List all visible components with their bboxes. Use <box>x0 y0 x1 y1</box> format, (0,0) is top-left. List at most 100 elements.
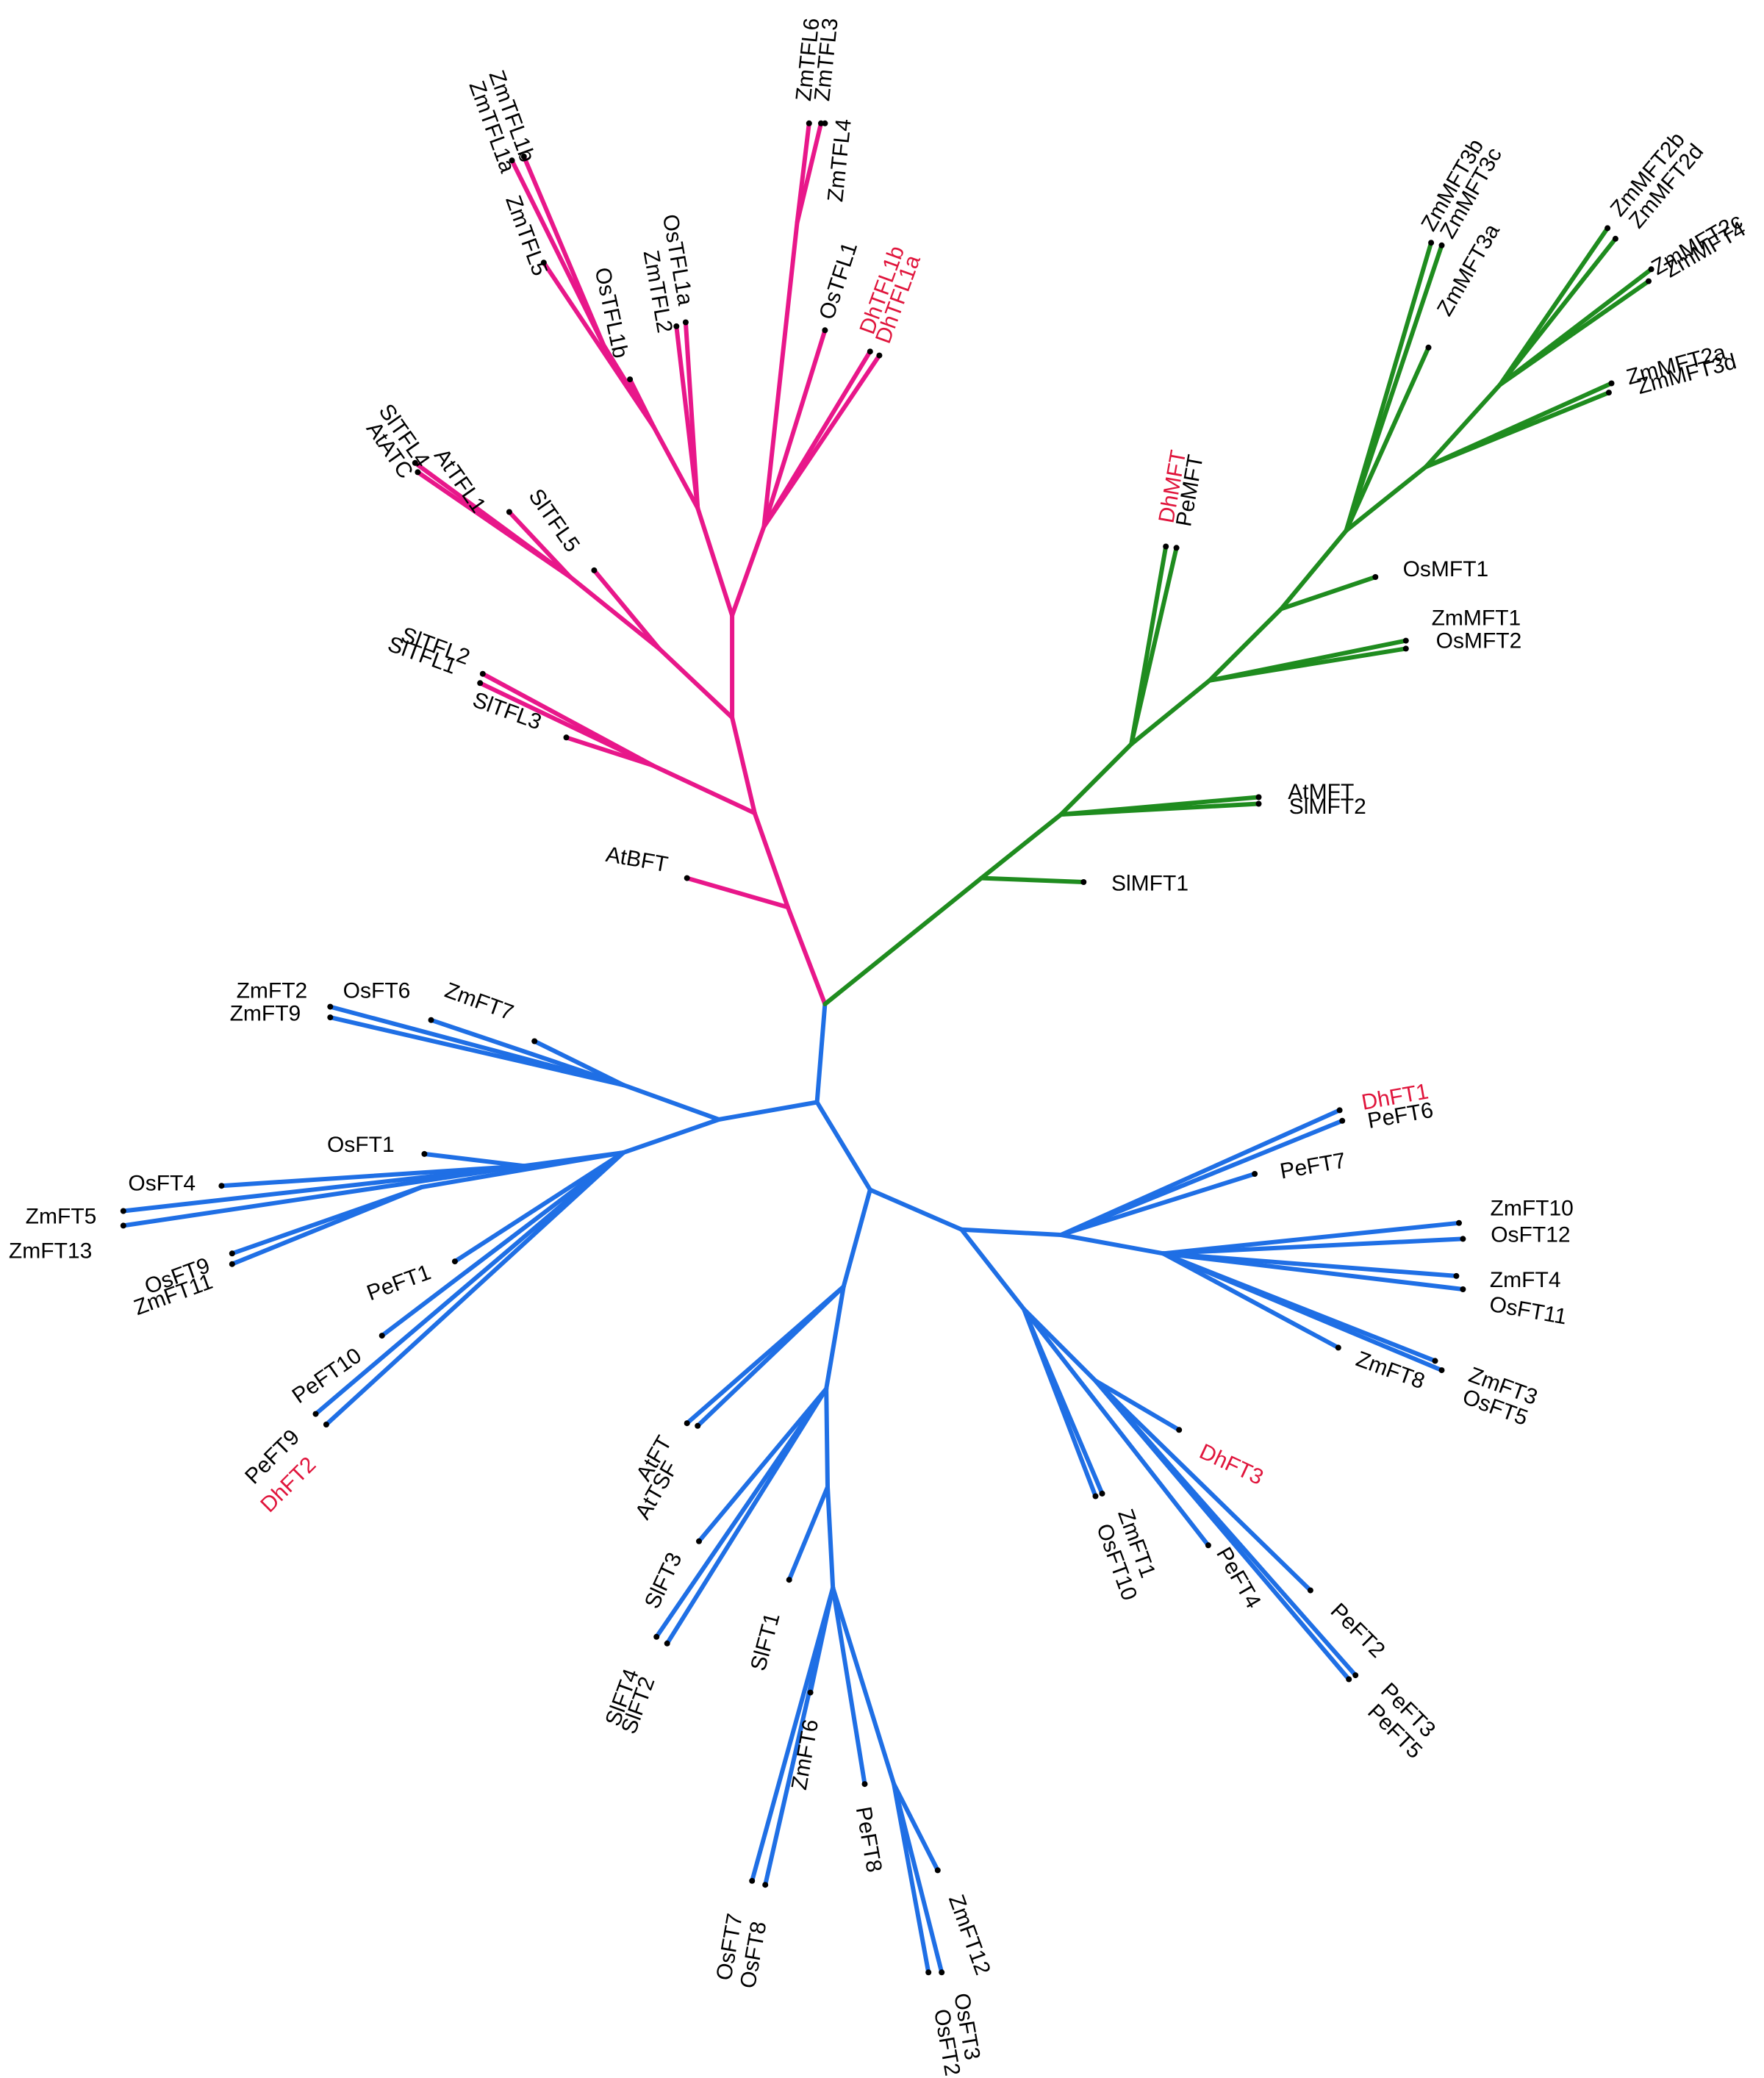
mft-branch-56 <box>1497 267 1654 387</box>
tfl-branch-3 <box>785 905 828 1006</box>
tip-marker-PeMFT <box>1173 545 1180 551</box>
tip-label-OsFT12: OsFT12 <box>1491 1223 1570 1247</box>
mft-branch-41 <box>1129 545 1179 747</box>
tip-marker-ZmMFT4 <box>1646 278 1652 284</box>
ft-branch-94 <box>892 1782 944 1975</box>
tip-label-OsFT11: OsFT11 <box>1488 1292 1568 1330</box>
mft-branch-49 <box>1344 345 1431 533</box>
mft-branch-45 <box>1207 606 1284 683</box>
mft-branch-46 <box>1279 575 1378 612</box>
tip-marker-SlTFL5 <box>591 567 598 573</box>
tip-label-ZmFT9: ZmFT9 <box>230 1001 301 1025</box>
tip-marker-OsFT8 <box>762 1882 769 1888</box>
tip-label-OsMFT2: OsMFT2 <box>1436 628 1522 653</box>
tfl-branch-19 <box>695 506 735 618</box>
tfl-branch-10 <box>478 681 655 768</box>
ft-branch-59 <box>621 1083 721 1122</box>
tip-marker-SlMFT2 <box>1255 800 1262 807</box>
tip-marker-DhTFL1b <box>867 348 873 355</box>
tip-marker-ZmFT7 <box>531 1038 538 1045</box>
tip-marker-PeFT8 <box>861 1781 868 1788</box>
tip-marker-DhFT2 <box>323 1422 329 1427</box>
ft-branch-110 <box>1022 1307 1105 1496</box>
ft-branch-64 <box>621 1117 721 1156</box>
tfl-branch-17 <box>415 470 573 579</box>
ft-branch-86 <box>825 1484 836 1590</box>
ft-branch-85 <box>786 1484 830 1583</box>
tip-marker-ZmMFT2c <box>1648 266 1654 273</box>
tip-label-ZmMFT1: ZmMFT1 <box>1432 606 1521 631</box>
tip-marker-ZmFT13 <box>120 1222 126 1229</box>
ft-branch-105 <box>1161 1251 1341 1350</box>
tip-label-AtMFT: AtMFT <box>1288 780 1354 804</box>
mft-branch-44 <box>1207 646 1408 683</box>
tip-marker-PeFT5 <box>1346 1676 1352 1683</box>
ft-branch-96 <box>959 1227 1064 1237</box>
ft-branch-97 <box>1058 1172 1258 1237</box>
tip-label-OsMFT1: OsMFT1 <box>1403 557 1489 581</box>
tip-marker-OsFT9 <box>229 1250 235 1257</box>
mft-branch-58 <box>1497 236 1618 387</box>
mft-branch-4 <box>822 875 984 1006</box>
tip-marker-ZmTFL5 <box>540 259 547 266</box>
ft-branch-101 <box>1161 1220 1461 1256</box>
tip-marker-OsFT2 <box>925 1969 932 1976</box>
tfl-branch-30 <box>761 221 800 529</box>
tip-marker-OsFT4 <box>218 1183 225 1189</box>
tfl-branch-34 <box>761 353 882 529</box>
tip-marker-ZmFT8 <box>1335 1344 1341 1351</box>
tip-label-PeFT7: PeFT7 <box>1278 1148 1347 1183</box>
tip-marker-OsTFL1a <box>682 319 689 326</box>
tip-marker-DhTFL1a <box>876 352 883 359</box>
tip-label-OsFT6: OsFT6 <box>343 979 411 1003</box>
tfl-branch-13 <box>592 567 662 651</box>
ft-branch-90 <box>831 1586 867 1787</box>
tip-marker-ZmMFT3a <box>1425 344 1432 351</box>
tip-label-SlTFL5: SlTFL5 <box>524 484 584 556</box>
ft-branch-108 <box>959 1227 1027 1312</box>
ft-branch-92 <box>892 1782 940 1873</box>
tip-marker-ZmFT4 <box>1453 1272 1460 1279</box>
ft-branch-99 <box>1058 1118 1345 1237</box>
tip-marker-DhFT3 <box>1176 1427 1183 1433</box>
tip-marker-DhFT1 <box>1336 1107 1343 1114</box>
tip-marker-ZmTFL6 <box>806 120 812 126</box>
tip-marker-PeFT3 <box>1352 1672 1359 1679</box>
tip-label-PeFT8: PeFT8 <box>851 1805 886 1874</box>
tip-marker-ZmFT3 <box>1432 1358 1438 1364</box>
tfl-branch-27 <box>674 323 700 511</box>
tip-marker-OsFT6 <box>428 1017 434 1023</box>
ft-branch-63 <box>429 1017 626 1088</box>
tip-marker-DhMFT <box>1163 543 1169 550</box>
tfl-branch-20 <box>651 425 700 511</box>
ft-branch-107 <box>1161 1251 1444 1373</box>
tip-label-SlMFT1: SlMFT1 <box>1111 872 1188 896</box>
tfl-branch-23 <box>601 343 656 430</box>
mft-branch-38 <box>1058 801 1261 817</box>
ft-branch-114 <box>1093 1378 1313 1593</box>
tip-marker-SlFT3 <box>696 1538 702 1544</box>
tip-marker-ZmMFT3c <box>1438 242 1445 248</box>
tip-marker-SlFT4 <box>653 1633 660 1640</box>
tfl-branch-28 <box>730 524 767 618</box>
tip-marker-PeFT4 <box>1205 1542 1211 1549</box>
mft-branch-39 <box>1058 742 1134 817</box>
ft-branch-77 <box>841 1187 872 1289</box>
tip-marker-ZmMFT2b <box>1605 225 1611 232</box>
tfl-branch-11 <box>730 715 757 816</box>
tip-marker-SlMFT1 <box>1080 879 1087 885</box>
tip-marker-ZmTFL2 <box>673 323 680 329</box>
mft-branch-47 <box>1279 528 1349 612</box>
ft-branch-2 <box>814 1100 872 1192</box>
ft-branch-68 <box>219 1164 526 1189</box>
ft-branch-89 <box>808 1586 836 1695</box>
tip-marker-OsFT11 <box>1460 1286 1466 1292</box>
ft-branch-62 <box>328 1015 626 1088</box>
tip-label-ZmFT13: ZmFT13 <box>9 1239 92 1263</box>
tfl-branch-6 <box>752 811 790 910</box>
tip-marker-ZmMFT2a <box>1608 380 1615 387</box>
tip-marker-ZmFT2 <box>327 1003 334 1010</box>
ft-branch-87 <box>750 1586 836 1883</box>
tip-marker-PeFT10 <box>379 1333 385 1339</box>
tip-marker-OsFT3 <box>939 1969 945 1976</box>
